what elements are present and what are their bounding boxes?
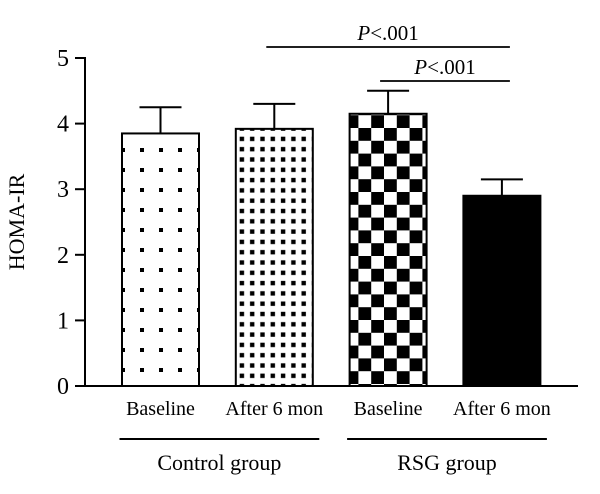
bar-rsg-group-baseline <box>348 112 428 387</box>
group-label: RSG group <box>397 450 497 475</box>
y-axis-title: HOMA-IR <box>4 173 29 270</box>
bar-rsg-group-after-6-mon <box>462 194 542 387</box>
x-category-label: After 6 mon <box>225 398 323 420</box>
y-tick-label: 5 <box>57 46 69 72</box>
bar-control-group-after-6-mon <box>234 127 314 388</box>
significance-annotations: P<.001 P<.001 <box>266 21 510 82</box>
significance-label: P<.001 <box>356 21 418 45</box>
y-tick-label: 1 <box>57 308 69 334</box>
y-tick-label: 4 <box>57 112 69 138</box>
group-label: Control group <box>157 450 281 475</box>
axis-labels: 0 1 2 3 4 5 Baseline After 6 mon Baseline After 6… <box>57 46 551 475</box>
y-tick-label: 3 <box>57 177 69 203</box>
x-category-label: Baseline <box>126 398 195 420</box>
x-category-label: Baseline <box>354 398 423 420</box>
bar-control-group-baseline <box>121 132 200 387</box>
y-tick-label: 2 <box>57 243 69 269</box>
y-tick-label: 0 <box>57 374 69 400</box>
bars <box>121 89 542 388</box>
x-category-label: After 6 mon <box>453 398 551 420</box>
significance-label: P<.001 <box>413 55 475 79</box>
